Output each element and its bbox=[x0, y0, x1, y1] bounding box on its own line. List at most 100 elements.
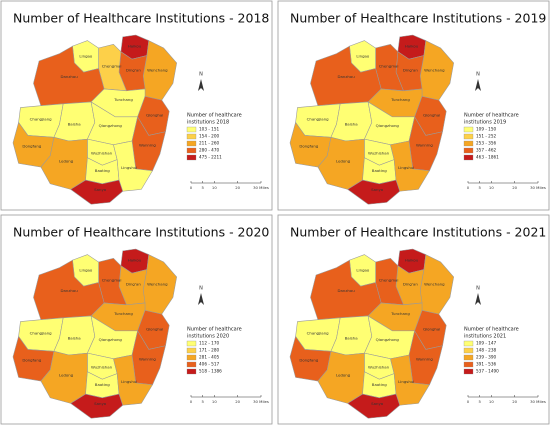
region-label: Danzhou bbox=[338, 288, 356, 293]
region-label: Lingao bbox=[79, 267, 93, 272]
scale-label: 30 Miles bbox=[530, 399, 546, 404]
island-map: Haikou Wenchang Ding'an Chengmai Lingao Danzh… bbox=[12, 248, 177, 419]
region-label: Wanning bbox=[139, 357, 156, 362]
scale-label: 20 bbox=[512, 399, 517, 404]
map-panel: Number of Healthcare Institutions - 2019… bbox=[277, 0, 550, 211]
scale-label: 0 bbox=[467, 399, 470, 404]
island-map: Haikou Wenchang Ding'an Chengmai Lingao Danzh… bbox=[289, 248, 454, 419]
region-label: Changjiang bbox=[307, 116, 330, 121]
north-label: N bbox=[476, 72, 480, 78]
legend-swatch bbox=[463, 354, 474, 361]
region-label: Sanya bbox=[371, 187, 384, 192]
legend-label: 391 - 536 bbox=[476, 362, 496, 367]
region-label: Lingshui bbox=[121, 165, 137, 170]
legend-swatch bbox=[463, 126, 474, 133]
scale-label: 30 Miles bbox=[253, 399, 269, 404]
scale-label: 10 bbox=[212, 399, 217, 404]
scale-label: 20 bbox=[235, 185, 240, 190]
region-label: Lingao bbox=[356, 267, 370, 272]
legend-swatch bbox=[463, 347, 474, 354]
scale-label: 10 bbox=[489, 185, 494, 190]
region-label: Dongfang bbox=[22, 357, 42, 362]
region bbox=[113, 140, 153, 192]
scale-label: 0 bbox=[190, 185, 193, 190]
region-label: Tunchang bbox=[113, 97, 133, 102]
panel-title: Number of Healthcare Institutions - 2021 bbox=[290, 225, 546, 240]
region-label: Danzhou bbox=[338, 74, 356, 79]
region bbox=[347, 179, 401, 205]
region-label: Haikou bbox=[128, 257, 142, 262]
region-label: Wuzhishan bbox=[368, 364, 390, 369]
legend-label: 537 - 1490 bbox=[476, 369, 499, 374]
legend-label: 148 - 238 bbox=[476, 348, 496, 353]
legend-title: Number of healthcare bbox=[187, 113, 242, 119]
legend-swatch bbox=[186, 154, 197, 161]
region-label: Qiongzhong bbox=[99, 337, 123, 342]
legend-swatch bbox=[463, 340, 474, 347]
region-label: Baisha bbox=[68, 121, 82, 126]
scale-label: 5 bbox=[478, 399, 481, 404]
region-label: Dongfang bbox=[22, 143, 42, 148]
legend-title: Number of healthcare bbox=[187, 327, 242, 333]
legend-swatch bbox=[186, 147, 197, 154]
legend-swatch bbox=[463, 147, 474, 154]
region-label: Chengmai bbox=[102, 63, 122, 68]
region bbox=[70, 393, 124, 419]
region-label: Baoting bbox=[372, 382, 388, 387]
region bbox=[347, 393, 401, 419]
region-label: Ding'an bbox=[126, 68, 141, 73]
region-label: Qionghai bbox=[146, 326, 163, 331]
scale-label: 20 bbox=[235, 399, 240, 404]
north-label: N bbox=[476, 286, 480, 292]
scale-label: 10 bbox=[489, 399, 494, 404]
region-label: Wanning bbox=[139, 143, 156, 148]
scale-label: 5 bbox=[201, 399, 204, 404]
legend-label: 475 - 2211 bbox=[199, 155, 222, 160]
legend-swatch bbox=[463, 133, 474, 140]
scale-label: 0 bbox=[467, 185, 470, 190]
north-arrow bbox=[198, 79, 204, 91]
region-label: Wenchang bbox=[424, 67, 445, 72]
region bbox=[310, 259, 382, 320]
legend-title: Number of healthcare bbox=[464, 327, 519, 333]
region-label: Wanning bbox=[416, 143, 433, 148]
legend-label: 406 - 517 bbox=[199, 362, 219, 367]
region-label: Lingao bbox=[79, 53, 93, 58]
legend-label: 239 - 390 bbox=[476, 355, 496, 360]
scale-label: 30 Miles bbox=[530, 185, 546, 190]
region-label: Qionghai bbox=[423, 112, 440, 117]
north-label: N bbox=[199, 286, 203, 292]
region-label: Haikou bbox=[405, 43, 419, 48]
region-label: Dongfang bbox=[299, 357, 319, 362]
legend-title: Number of healthcare bbox=[464, 113, 519, 119]
scale-label: 20 bbox=[512, 185, 517, 190]
region-label: Wanning bbox=[416, 357, 433, 362]
region-label: Tunchang bbox=[390, 311, 410, 316]
legend-swatch bbox=[186, 340, 197, 347]
legend-label: 112 - 170 bbox=[199, 341, 219, 346]
legend-label: 211 - 260 bbox=[199, 141, 219, 146]
region-label: Qionghai bbox=[146, 112, 163, 117]
region-label: Baoting bbox=[372, 168, 388, 173]
legend-label: 109 - 147 bbox=[476, 341, 496, 346]
region-label: Baoting bbox=[95, 382, 111, 387]
legend-label: 109 - 150 bbox=[476, 127, 496, 132]
region-label: Baisha bbox=[68, 335, 82, 340]
island-map: Haikou Wenchang Ding'an Chengmai Lingao Danzh… bbox=[289, 34, 454, 205]
island-map: Haikou Wenchang Ding'an Chengmai Lingao Danzh… bbox=[12, 34, 177, 205]
north-arrow bbox=[475, 293, 481, 305]
region-label: Chengmai bbox=[102, 277, 122, 282]
region-label: Sanya bbox=[94, 401, 107, 406]
legend-label: 103 - 151 bbox=[199, 127, 219, 132]
region-label: Qiongzhong bbox=[376, 123, 400, 128]
map-panel: Number of Healthcare Institutions - 2020… bbox=[0, 214, 273, 425]
region-label: Danzhou bbox=[61, 74, 79, 79]
region-label: Lingshui bbox=[398, 165, 414, 170]
region bbox=[390, 354, 430, 406]
region-label: Lingshui bbox=[121, 379, 137, 384]
region-label: Qiongzhong bbox=[99, 123, 123, 128]
region-label: Wuzhishan bbox=[368, 150, 390, 155]
legend-title: institutions 2019 bbox=[464, 120, 506, 126]
region bbox=[310, 45, 382, 106]
legend-title: institutions 2018 bbox=[187, 120, 229, 126]
